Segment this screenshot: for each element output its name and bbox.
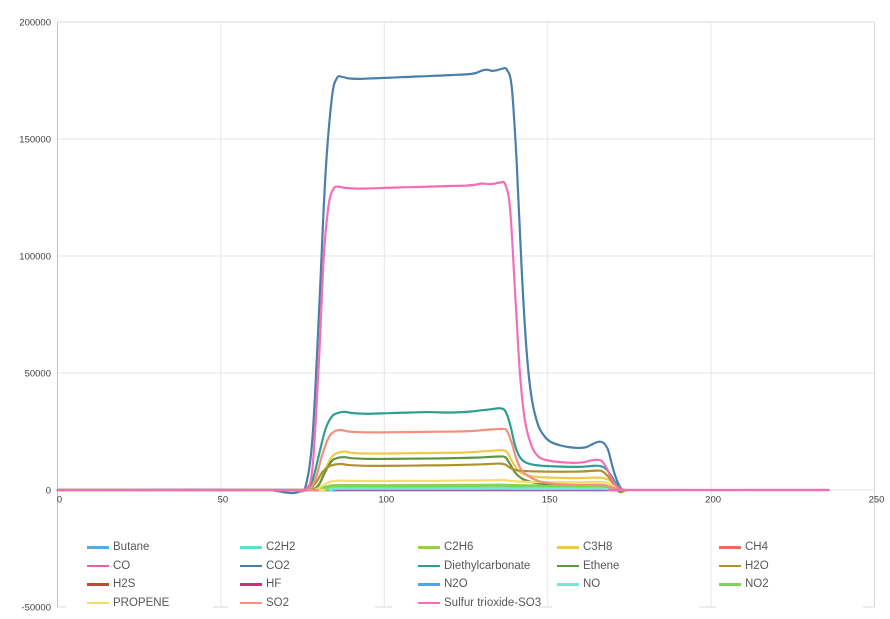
legend-item[interactable]: NO (557, 575, 600, 593)
axis-tick-label: 200 (705, 495, 721, 506)
axis-tick-label: 50 (218, 495, 229, 506)
series-line-diethylcarbonate (56, 407, 626, 492)
legend-label: CO2 (266, 559, 290, 572)
legend-swatch-line (719, 583, 741, 586)
legend-label: HF (266, 578, 282, 590)
legend-label: N2O (444, 578, 468, 590)
legend-label: SO2 (266, 596, 290, 609)
legend-swatch-line (719, 546, 741, 549)
series-line-so2 (56, 427, 626, 492)
legend-label: C2H6 (444, 541, 474, 553)
legend-item[interactable]: CO (87, 557, 130, 575)
legend-swatch-line (87, 601, 109, 604)
series-line-co2 (56, 66, 626, 495)
axis-tick-label: -50000 (21, 603, 51, 614)
legend-swatch-line (557, 546, 579, 549)
legend-label: Sulfur trioxide-SO3 (444, 596, 542, 609)
legend-swatch-line (240, 601, 262, 604)
legend-item[interactable]: SO2 (240, 594, 289, 612)
series-line-c3h8 (56, 449, 626, 492)
legend-swatch-line (418, 601, 440, 604)
legend-item[interactable]: H2S (87, 575, 135, 593)
legend-swatch-line (719, 564, 741, 567)
legend-swatch-line (87, 546, 109, 549)
legend-swatch-line (87, 583, 109, 586)
legend-item[interactable]: CH4 (719, 538, 768, 556)
axis-tick-label: 0 (46, 486, 51, 497)
legend-label: Ethene (583, 559, 620, 572)
legend-swatch-line (87, 564, 109, 567)
legend-label: H2S (113, 578, 136, 590)
legend-item[interactable]: NO2 (719, 575, 769, 593)
legend-swatch-line (557, 564, 579, 567)
legend-item[interactable]: N2O (418, 575, 468, 593)
legend-label: NO2 (745, 578, 769, 590)
legend-item[interactable]: CO2 (240, 557, 290, 575)
axis-tick-label: 0 (57, 495, 62, 506)
legend-item[interactable]: C2H2 (240, 538, 295, 556)
legend-item[interactable]: Butane (87, 538, 149, 556)
legend-item[interactable]: Ethene (557, 557, 619, 575)
legend-swatch-line (418, 564, 440, 567)
series-line-sulfur-trioxide-so3 (56, 180, 830, 493)
axis-tick-label: 50000 (25, 369, 51, 380)
legend-label: C2H2 (266, 541, 296, 553)
legend-item[interactable]: C3H8 (557, 538, 612, 556)
legend-swatch-line (418, 583, 440, 586)
axis-tick-label: 250 (869, 495, 885, 506)
axis-tick-label: 150 (542, 495, 558, 506)
legend-swatch-line (240, 583, 262, 586)
legend-swatch-line (418, 546, 440, 549)
legend-item[interactable]: Diethylcarbonate (418, 557, 530, 575)
axis-tick-label: 150000 (19, 135, 51, 146)
legend-label: H2O (745, 559, 769, 572)
axis-tick-label: 200000 (19, 18, 51, 29)
series-line-propene (56, 478, 628, 492)
legend-swatch-line (240, 546, 262, 549)
axis-tick-label: 100000 (19, 252, 51, 263)
legend-item[interactable]: HF (240, 575, 281, 593)
legend-swatch-line (240, 564, 262, 567)
legend-item[interactable]: H2O (719, 557, 769, 575)
legend-swatch-line (557, 583, 579, 586)
legend-label: CH4 (745, 541, 769, 553)
legend-label: NO (583, 578, 601, 590)
legend-item[interactable]: Sulfur trioxide-SO3 (418, 594, 541, 612)
legend-label: Butane (113, 541, 150, 553)
legend-label: CO (113, 559, 131, 572)
legend-label: C3H8 (583, 541, 613, 553)
legend-label: Diethylcarbonate (444, 559, 531, 572)
series-line-h2o (56, 462, 631, 494)
legend-item[interactable]: PROPENE (87, 594, 169, 612)
axis-tick-label: 100 (378, 495, 394, 506)
legend-label: PROPENE (113, 596, 170, 609)
legend-item[interactable]: C2H6 (418, 538, 473, 556)
